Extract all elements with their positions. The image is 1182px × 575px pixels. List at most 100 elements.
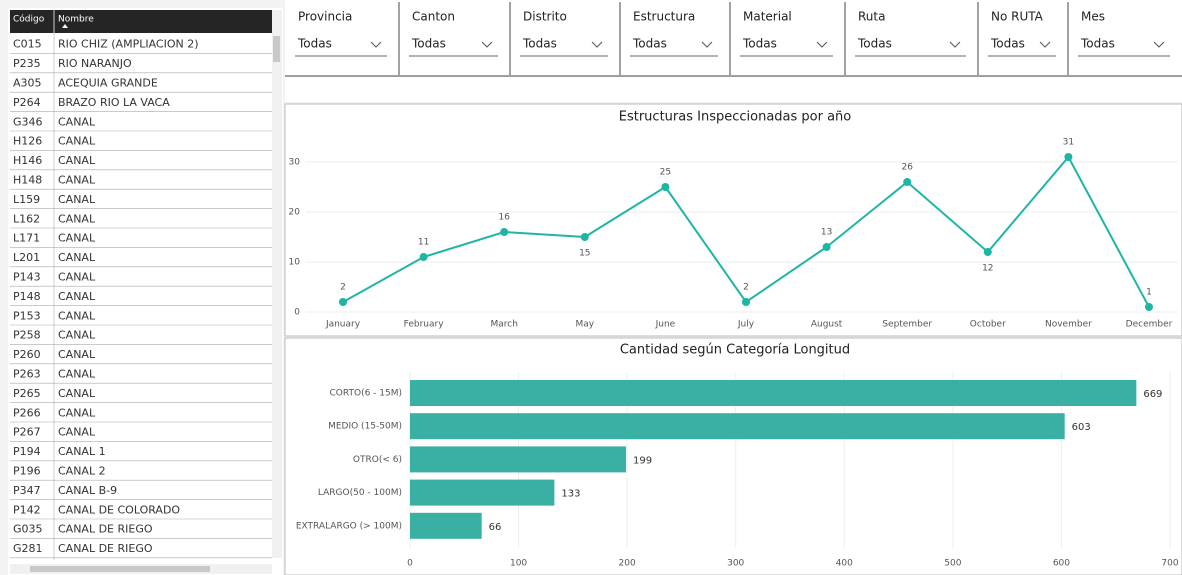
filter-label: Provincia xyxy=(298,10,352,24)
filter-value[interactable]: Todas xyxy=(297,37,332,51)
data-label: 13 xyxy=(821,228,832,238)
x-tick-label: August xyxy=(811,320,843,330)
point xyxy=(339,298,347,306)
v-scroll-thumb[interactable] xyxy=(273,36,280,62)
column-header[interactable]: Nombre xyxy=(58,15,94,25)
cell-code: P194 xyxy=(13,445,41,458)
filter-value[interactable]: Todas xyxy=(1080,37,1115,51)
dropdown-chevron[interactable] xyxy=(1153,41,1165,48)
bar xyxy=(410,479,555,506)
x-tick-label: July xyxy=(737,320,755,330)
cell-name: RIO CHIZ (AMPLIACION 2) xyxy=(58,38,199,51)
y-tick-label: 10 xyxy=(289,258,301,268)
point xyxy=(903,178,912,186)
data-label: 11 xyxy=(418,238,429,248)
v-scrollbar[interactable] xyxy=(272,10,282,558)
point xyxy=(580,233,589,241)
x-tick-label: February xyxy=(404,320,445,330)
point xyxy=(822,243,831,251)
x-tick-label: 100 xyxy=(510,559,527,569)
point xyxy=(983,248,992,256)
cell-code: L159 xyxy=(13,193,40,206)
x-tick-label: March xyxy=(490,320,517,330)
cell-name: ACEQUIA GRANDE xyxy=(58,77,158,90)
cell-name: CANAL xyxy=(58,387,96,400)
filter-value[interactable]: Todas xyxy=(857,37,892,51)
cell-name: CANAL xyxy=(58,290,96,303)
x-tick-label: 700 xyxy=(1161,559,1178,569)
filter-value[interactable]: Todas xyxy=(522,37,557,51)
cell-name: CANAL DE RIEGO xyxy=(58,542,153,555)
y-tick-label: OTRO(< 6) xyxy=(353,455,402,465)
filter-label: Material xyxy=(743,10,792,24)
cell-name: CANAL xyxy=(58,329,96,342)
filter-label: Mes xyxy=(1081,10,1105,24)
cell-code: P142 xyxy=(13,503,41,516)
cell-name: CANAL xyxy=(58,232,96,245)
filter-label: Canton xyxy=(412,10,455,24)
bar xyxy=(410,446,627,473)
data-label: 12 xyxy=(982,264,993,274)
cell-code: G346 xyxy=(13,115,43,128)
cell-code: P143 xyxy=(13,271,41,284)
column-header[interactable]: Código xyxy=(13,14,45,25)
spacer xyxy=(285,77,1182,102)
data-label: 2 xyxy=(340,283,346,293)
bar xyxy=(410,512,482,539)
cell-code: P235 xyxy=(13,57,41,70)
data-label: 15 xyxy=(579,249,590,259)
dropdown-chevron[interactable] xyxy=(949,41,961,48)
dropdown-chevron[interactable] xyxy=(481,41,493,48)
point xyxy=(500,228,509,236)
cell-code: P347 xyxy=(13,484,41,497)
data-label: 133 xyxy=(561,489,580,500)
x-tick-label: 500 xyxy=(944,559,961,569)
cell-name: CANAL xyxy=(58,115,96,128)
y-tick-label: LARGO(50 - 100M) xyxy=(318,488,402,498)
filter-label: Ruta xyxy=(858,10,885,24)
x-tick-label: December xyxy=(1126,320,1173,330)
x-tick-label: 0 xyxy=(407,559,413,569)
point xyxy=(419,253,428,261)
cell-code: G281 xyxy=(13,542,43,555)
cell-code: P265 xyxy=(13,387,41,400)
dropdown-chevron[interactable] xyxy=(591,41,603,48)
cell-name: CANAL xyxy=(58,154,96,167)
filter-value[interactable]: Todas xyxy=(632,37,667,51)
filter-value[interactable]: Todas xyxy=(742,37,777,51)
cell-code: H126 xyxy=(13,135,42,148)
cell-name: CANAL xyxy=(58,271,96,284)
cell-code: H148 xyxy=(13,174,42,187)
h-scroll-thumb[interactable] xyxy=(30,566,210,572)
data-label: 31 xyxy=(1063,138,1074,148)
cell-code: P260 xyxy=(13,348,41,361)
cell-code: P266 xyxy=(13,406,41,419)
chart-title: Cantidad según Categoría Longitud xyxy=(620,343,850,358)
dropdown-chevron[interactable] xyxy=(1039,41,1051,48)
cell-code: L171 xyxy=(13,232,40,245)
dropdown-chevron[interactable] xyxy=(370,41,382,48)
filter-value[interactable]: Todas xyxy=(990,37,1025,51)
cell-code: A305 xyxy=(13,77,42,90)
dropdown-chevron[interactable] xyxy=(701,41,713,48)
table-header xyxy=(10,10,272,33)
cell-code: L162 xyxy=(13,212,40,225)
cell-name: CANAL DE COLORADO xyxy=(58,503,180,516)
cell-name: BRAZO RIO LA VACA xyxy=(58,96,170,109)
cell-name: CANAL xyxy=(58,174,96,187)
cell-name: CANAL xyxy=(58,251,96,264)
data-label: 603 xyxy=(1072,422,1091,433)
y-tick-label: 30 xyxy=(289,158,301,168)
cell-code: P267 xyxy=(13,426,41,439)
cell-code: C015 xyxy=(13,38,42,51)
x-tick-label: May xyxy=(575,320,594,330)
cell-code: P258 xyxy=(13,329,41,342)
filter-value[interactable]: Todas xyxy=(411,37,446,51)
y-tick-label: CORTO(6 - 15M) xyxy=(330,389,402,399)
cell-name: CANAL xyxy=(58,348,96,361)
cell-name: CANAL xyxy=(58,135,96,148)
table-panel xyxy=(8,8,283,575)
dropdown-chevron[interactable] xyxy=(816,41,828,48)
chart-title: Estructuras Inspeccionadas por año xyxy=(619,110,852,125)
